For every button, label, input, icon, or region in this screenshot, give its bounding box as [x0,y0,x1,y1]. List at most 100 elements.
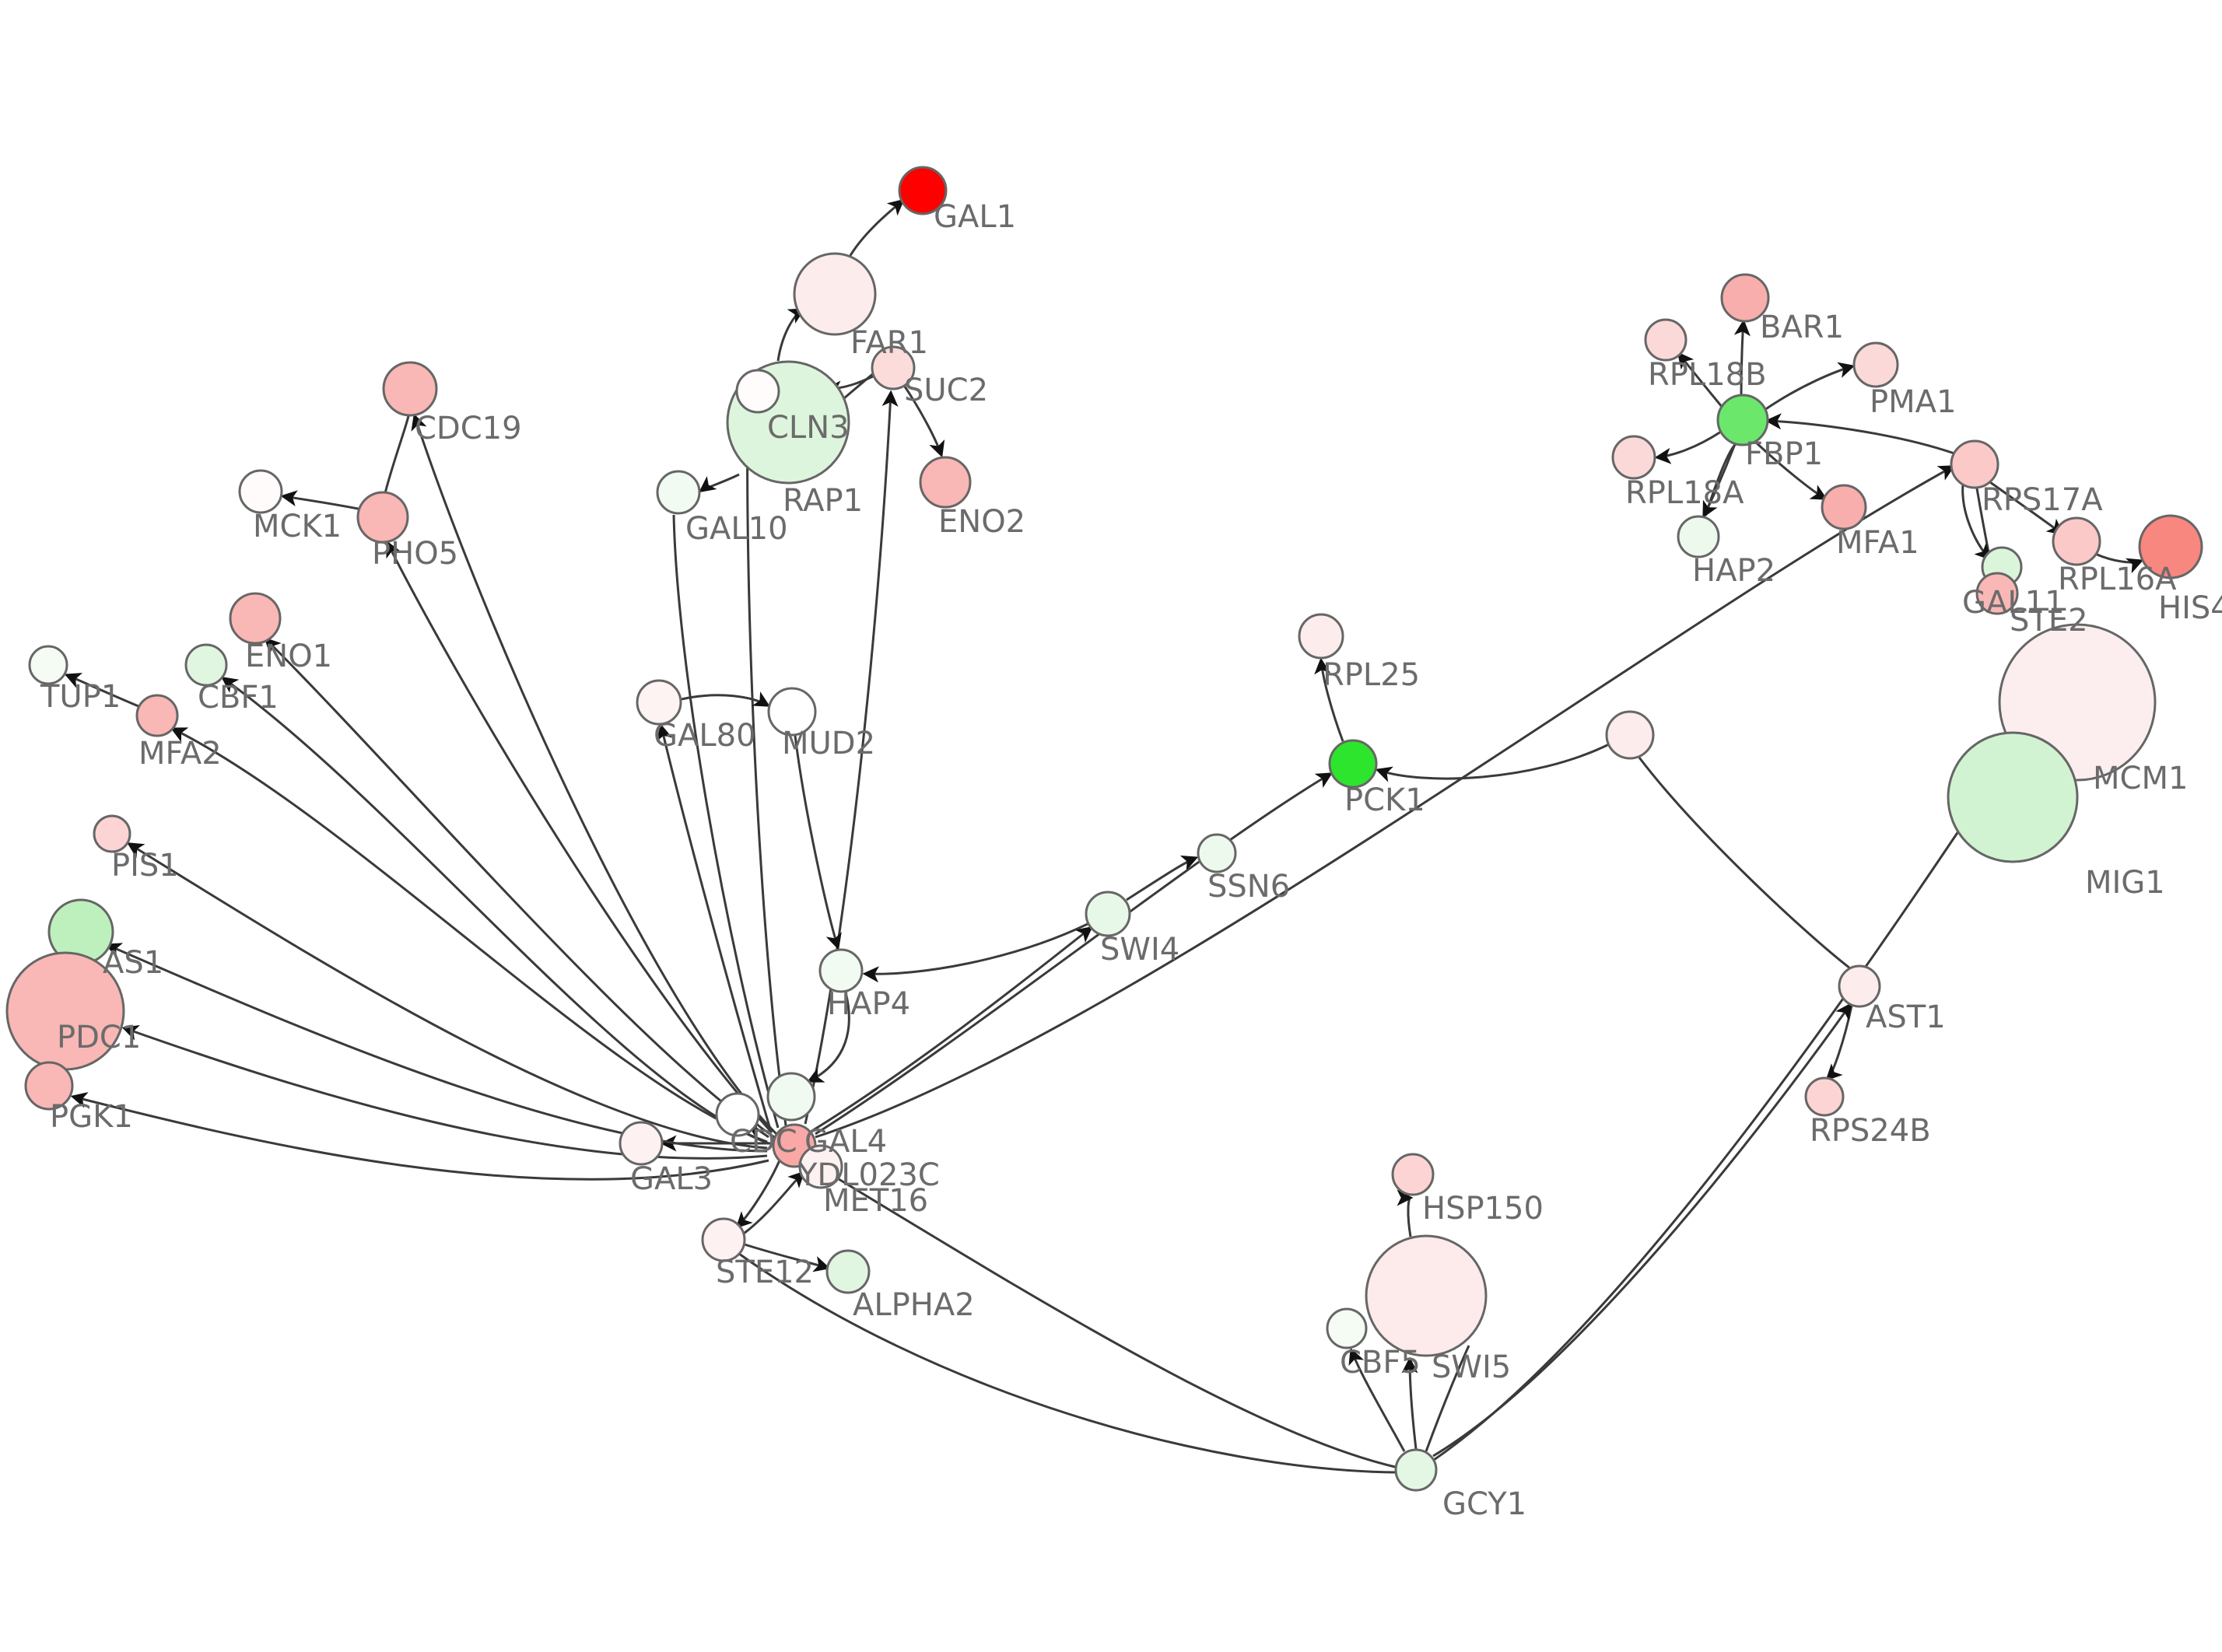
edge-UNNAMED1-to-PCK1 [1375,743,1610,782]
node-rps17a[interactable] [1950,439,1999,489]
node-rpl18b[interactable] [1644,318,1688,362]
node-bar1[interactable] [1720,273,1770,323]
node-label-suc2: SUC2 [904,373,988,408]
node-label-bar1: BAR1 [1760,310,1844,345]
node-cdc19[interactable] [382,361,438,417]
node-label-ydl023c: YDL023C [797,1157,940,1193]
edge-GAL4-to-MFA2 [170,727,768,1143]
edge-FBP1-to-RPL18A [1654,430,1722,464]
node-label-rpl18a: RPL18A [1625,475,1744,511]
edge-FBP1-to-PMA1 [1764,362,1856,411]
edge-GAL4-to-ENO1 [264,637,769,1139]
nodes-layer [5,166,2203,1492]
node-label-ste2: STE2 [2010,603,2088,639]
edge-RPS17A-to-FBP1 [1765,413,1955,455]
node-cbf1[interactable] [184,643,228,687]
node-pgk1[interactable] [24,1061,74,1111]
node-ste2n[interactable] [1975,572,2019,615]
edge-MFA2-to-TUP1 [64,673,139,708]
edge-GAL4-to-GAL10 [672,514,780,1129]
node-label-gal11: GAL11 [1962,585,2065,621]
edge-GCY1-to-CBF5 [1348,1347,1406,1452]
node-eno1[interactable] [229,592,282,645]
node-label-gas1: AS1 [103,945,163,981]
node-cdc[interactable] [715,1092,760,1137]
edge-FBP1-to-BAR1 [1733,319,1751,396]
node-gal80[interactable] [636,679,682,726]
node-fbp1[interactable] [1716,394,1769,446]
node-eno2[interactable] [919,456,972,509]
node-rap1[interactable] [735,369,780,414]
node-label-gal10: GAL10 [685,511,788,547]
edge-RPS17A-to-GAL11 [1961,483,1992,561]
node-label-gal4: GAL4 [804,1124,887,1160]
node-mck1[interactable] [238,469,283,514]
edge-GAL4-to-PGK1 [70,1092,769,1181]
node-label-pgk1: PGK1 [50,1099,133,1135]
edge-HAP4-to-GAL4_PARTNER [806,992,850,1083]
node-mfa1[interactable] [1821,484,1867,530]
node-mig1[interactable] [1947,731,2079,863]
node-gal4_partner[interactable] [766,1072,816,1122]
node-label-pho5: PHO5 [372,536,458,572]
node-pho5[interactable] [356,491,409,544]
node-cbf5[interactable] [1326,1307,1368,1349]
node-label-ssn6: SSN6 [1207,869,1290,905]
node-hap2[interactable] [1677,515,1720,558]
edge-GAL4-to-GAL80 [656,723,772,1130]
node-ast1[interactable] [1838,964,1881,1008]
node-his4[interactable] [2138,514,2203,579]
node-tup1[interactable] [28,645,68,685]
node-ste12[interactable] [701,1217,746,1262]
edge-GAL80-to-MUD2 [681,691,771,707]
node-label-cdc19: CDC19 [415,411,522,446]
edge-GCY1-to-SWI5_EDGE [1425,1345,1470,1452]
node-label-hsp150: HSP150 [1422,1191,1544,1227]
node-unnamed1[interactable] [1605,710,1655,760]
node-label-cbf5: CBF5 [1340,1345,1421,1381]
node-label-pis1: PIS1 [111,848,179,884]
node-suc2[interactable] [871,345,916,390]
edge-GAL4-to-PHO5 [386,540,773,1134]
node-gal10[interactable] [656,470,701,515]
node-rpl18a[interactable] [1611,435,1656,480]
edge-STE12-to-YDL023C [743,1171,805,1235]
node-mfa2[interactable] [135,694,179,737]
node-label-cln3: CLN3 [767,410,850,446]
node-far1[interactable] [793,252,877,336]
edge-GCY1-to-SWI5 [1401,1356,1418,1450]
node-label-gcy1: GCY1 [1442,1486,1526,1522]
node-gal3[interactable] [619,1121,664,1166]
node-label-ast1: AST1 [1866,999,1946,1035]
node-hap4[interactable] [818,948,864,993]
node-label-pma1: PMA1 [1870,384,1956,420]
edge-GAL4-to-GCY1 [812,1162,1396,1468]
node-mud2[interactable] [767,687,817,737]
node-swi4[interactable] [1085,891,1131,937]
node-gal1[interactable] [898,166,948,215]
edge-GAL4-to-SUC2 [804,390,899,1125]
node-swi5[interactable] [1365,1234,1488,1357]
node-hsp150[interactable] [1391,1153,1435,1196]
node-pis1[interactable] [93,814,131,853]
node-label-met16: MET16 [823,1183,928,1219]
edge-PHO5-to-CDC19 [384,415,410,494]
node-pma1[interactable] [1852,341,1899,388]
node-alpha2[interactable] [825,1249,871,1294]
node-ssn6[interactable] [1197,833,1237,873]
node-label-hap4: HAP4 [827,986,910,1022]
node-rpl16a[interactable] [2052,516,2101,566]
node-gcy1[interactable] [1394,1448,1438,1492]
edge-CLN3-to-GAL10 [699,473,740,493]
node-rpl25[interactable] [1298,613,1344,660]
node-label-hap2: HAP2 [1692,553,1775,589]
node-pck1[interactable] [1328,739,1378,789]
edges-layer [64,198,2144,1474]
edge-FBP1-to-MFA1 [1754,440,1828,500]
node-rps24b[interactable] [1804,1076,1845,1117]
node-label-ste12: STE12 [716,1255,814,1290]
node-ydl023c[interactable] [798,1144,843,1189]
edge-PHO5-to-MCK1 [280,490,363,511]
